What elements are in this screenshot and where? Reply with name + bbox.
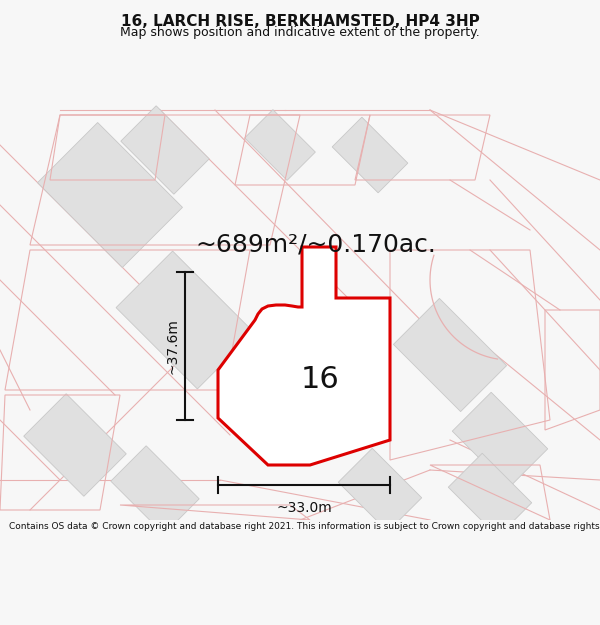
Text: ~689m²/~0.170ac.: ~689m²/~0.170ac. <box>195 233 436 257</box>
Bar <box>121 106 209 194</box>
Bar <box>448 453 532 537</box>
Bar <box>116 251 254 389</box>
Bar <box>452 392 548 488</box>
Bar <box>111 446 199 534</box>
Text: 16: 16 <box>301 366 340 394</box>
Text: 16, LARCH RISE, BERKHAMSTED, HP4 3HP: 16, LARCH RISE, BERKHAMSTED, HP4 3HP <box>121 14 479 29</box>
Bar <box>338 448 422 532</box>
Text: Map shows position and indicative extent of the property.: Map shows position and indicative extent… <box>120 26 480 39</box>
Bar <box>24 394 126 496</box>
Bar <box>38 122 182 268</box>
Bar <box>332 117 408 193</box>
Bar <box>394 298 506 412</box>
Text: Contains OS data © Crown copyright and database right 2021. This information is : Contains OS data © Crown copyright and d… <box>9 522 600 531</box>
Polygon shape <box>218 247 390 465</box>
Text: ~37.6m: ~37.6m <box>166 318 180 374</box>
Text: ~33.0m: ~33.0m <box>276 501 332 515</box>
Bar <box>245 109 316 181</box>
